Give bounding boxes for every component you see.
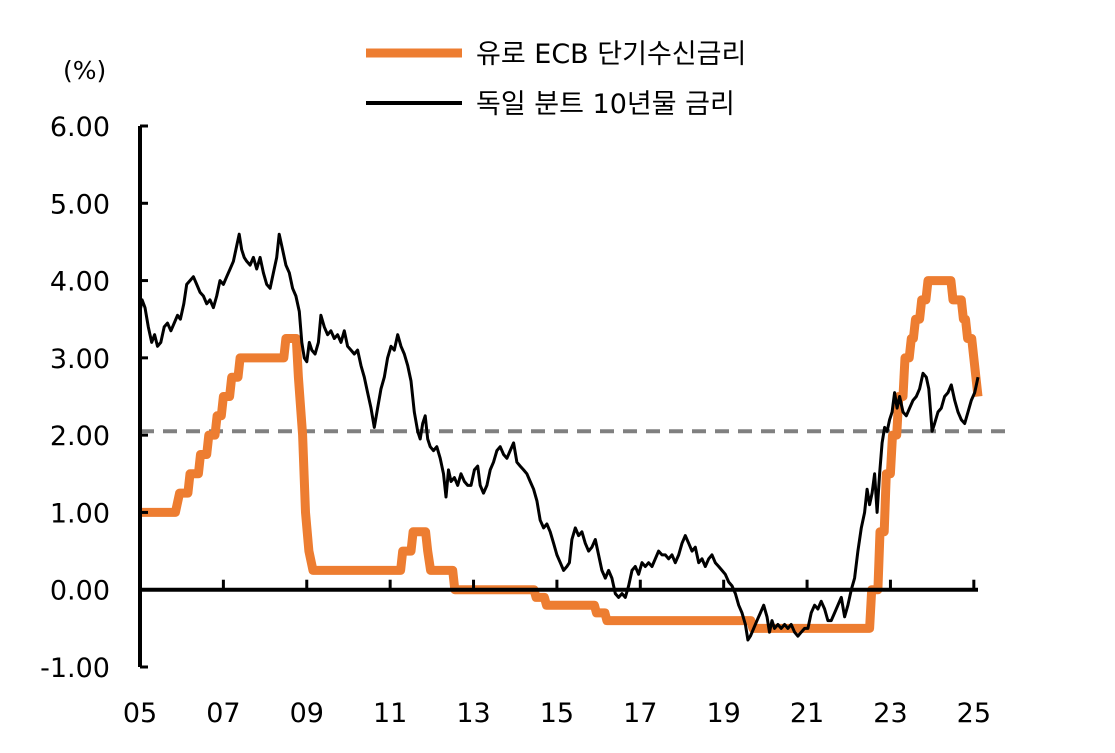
x-tick-label: 09: [290, 698, 324, 729]
x-tick-label: 21: [790, 698, 824, 729]
y-tick-label: 1.00: [50, 498, 110, 529]
x-tick-label: 07: [206, 698, 240, 729]
x-tick-label: 11: [373, 698, 407, 729]
x-tick-label: 17: [623, 698, 657, 729]
y-tick-label: 3.00: [50, 344, 110, 375]
y-tick-label: 2.00: [50, 421, 110, 452]
y-tick-label: 6.00: [50, 112, 110, 143]
series-line-ecb-deposit-rate: [140, 276, 983, 633]
x-tick-label: 19: [707, 698, 741, 729]
x-tick-label: 15: [540, 698, 574, 729]
y-tick-label: 4.00: [50, 267, 110, 298]
y-tick-label: 5.00: [50, 189, 110, 220]
x-tick-label: 23: [873, 698, 907, 729]
legend-label-ecb: 유로 ECB 단기수신금리: [476, 39, 746, 70]
y-axis-unit-label: (%): [63, 56, 106, 85]
series-line-bund-10y-yield: [138, 232, 980, 642]
x-tick-label: 25: [957, 698, 991, 729]
x-tick-label: 13: [456, 698, 490, 729]
x-tick-label: 05: [123, 698, 157, 729]
y-tick-label: -1.00: [40, 653, 110, 684]
legend-label-bund: 독일 분트 10년물 금리: [476, 89, 735, 120]
y-tick-label: 0.00: [50, 576, 110, 607]
